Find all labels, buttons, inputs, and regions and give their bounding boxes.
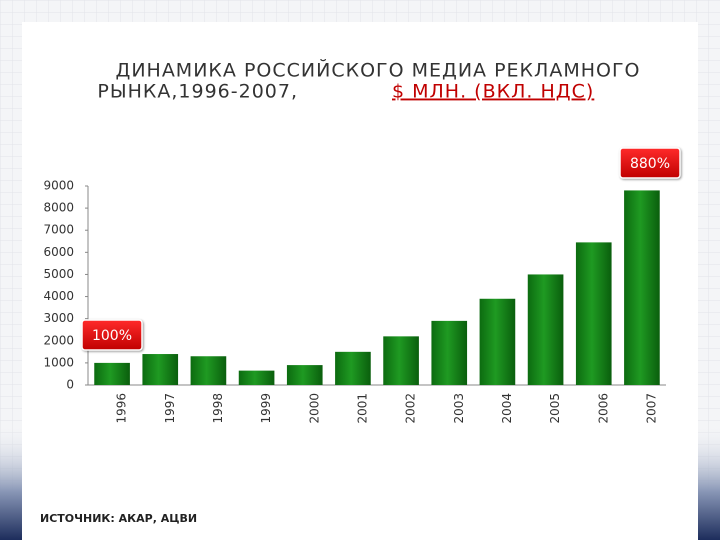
y-tick-label: 8000 bbox=[43, 201, 74, 215]
x-tick-label: 2003 bbox=[452, 393, 466, 424]
bar bbox=[575, 242, 612, 385]
annotation-box bbox=[81, 319, 143, 351]
x-tick-label: 2005 bbox=[548, 393, 562, 424]
annotation: 880% bbox=[630, 156, 670, 172]
x-tick-label: 2002 bbox=[404, 393, 418, 424]
y-tick-label: 6000 bbox=[43, 245, 74, 259]
chart-title-highlight: $ МЛН. (ВКЛ. НДС) bbox=[392, 81, 594, 103]
annotation-box bbox=[619, 147, 681, 179]
bar bbox=[142, 354, 179, 385]
y-tick-label: 0 bbox=[66, 378, 74, 392]
x-tick-label: 1996 bbox=[115, 393, 129, 424]
bar bbox=[624, 190, 660, 385]
bar bbox=[335, 351, 371, 385]
y-tick-label: 9000 bbox=[43, 179, 74, 193]
y-tick-label: 7000 bbox=[43, 223, 74, 237]
y-tick-label: 1000 bbox=[43, 355, 74, 369]
bar bbox=[286, 365, 323, 385]
x-tick-label: 1999 bbox=[259, 393, 273, 424]
y-tick-label: 4000 bbox=[43, 289, 74, 303]
x-tick-label: 2007 bbox=[644, 393, 658, 424]
y-tick-label: 5000 bbox=[43, 267, 74, 281]
x-tick-label: 2001 bbox=[355, 393, 369, 424]
bar bbox=[527, 274, 564, 385]
x-tick-label: 1997 bbox=[163, 393, 177, 424]
bar bbox=[383, 336, 419, 385]
x-tick-label: 2000 bbox=[307, 393, 321, 424]
bar bbox=[479, 298, 516, 385]
x-tick-label: 2004 bbox=[500, 393, 514, 424]
x-tick-label: 2006 bbox=[596, 393, 610, 424]
bar bbox=[94, 362, 130, 385]
bar bbox=[431, 320, 468, 385]
chart-title: РЫНКА,1996-2007, bbox=[97, 81, 298, 103]
chart-title: ДИНАМИКА РОССИЙСКОГО МЕДИА РЕКЛАМНОГО bbox=[115, 59, 640, 82]
source: ИСТОЧНИК: АКАР, АЦВИ bbox=[40, 512, 197, 525]
x-tick-label: 1998 bbox=[211, 393, 225, 424]
y-tick-label: 2000 bbox=[43, 333, 74, 347]
y-tick-label: 3000 bbox=[43, 311, 74, 325]
bar bbox=[238, 370, 275, 385]
bar bbox=[190, 356, 227, 385]
annotation: 100% bbox=[92, 328, 132, 344]
